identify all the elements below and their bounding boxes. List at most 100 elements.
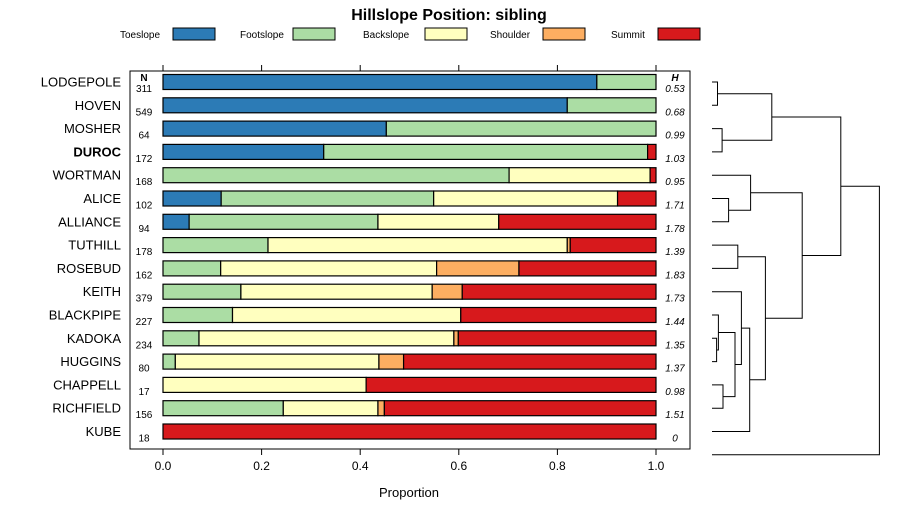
x-tick-label: 0.6	[450, 459, 467, 473]
h-value-alliance: 1.78	[665, 224, 685, 235]
bar-wortman-footslope	[162, 167, 510, 184]
row-label-blackpipe: BLACKPIPE	[49, 308, 122, 323]
row-labels: LODGEPOLE 311 0.53 HOVEN 549 0.68 MOSHER 64 0.99…	[41, 75, 685, 445]
bar-rosebud-summit	[518, 260, 657, 277]
n-value-richfield: 156	[136, 410, 153, 421]
bar-richfield-footslope	[162, 400, 284, 417]
legend-swatch-footslope	[292, 27, 336, 41]
legend-swatch-backslope	[424, 27, 468, 41]
bar-wortman-backslope	[508, 167, 651, 184]
n-value-duroc: 172	[136, 154, 153, 165]
h-value-rosebud: 1.83	[665, 270, 685, 281]
dendrogram-link	[712, 337, 718, 363]
row-label-duroc: DUROC	[73, 144, 121, 159]
x-tick-label: 0.8	[549, 459, 566, 473]
dendrogram-link	[771, 116, 842, 256]
row-label-alice: ALICE	[83, 191, 121, 206]
bar-alice-toeslope	[162, 190, 222, 207]
bar-rosebud-shoulder	[436, 260, 520, 277]
row-label-keith: KEITH	[83, 284, 121, 299]
h-value-kadoka: 1.35	[665, 340, 685, 351]
n-value-blackpipe: 227	[136, 317, 153, 328]
dendrogram-link	[718, 332, 736, 398]
bar-blackpipe-summit	[460, 306, 657, 324]
n-value-rosebud: 162	[136, 270, 153, 281]
h-value-keith: 1.73	[665, 294, 685, 305]
legend-label-shoulder: Shoulder	[490, 30, 531, 41]
n-value-chappell: 17	[138, 387, 150, 398]
legend-label-footslope: Footslope	[240, 30, 284, 41]
bar-hoven-toeslope	[162, 97, 568, 114]
x-tick-label: 0.2	[253, 459, 270, 473]
x-axis: 0.0 0.2 0.4 0.6 0.8 1.0	[155, 65, 665, 473]
bar-kadoka-summit	[457, 330, 657, 347]
x-axis-label: Proportion	[379, 485, 439, 500]
row-label-lodgepole: LODGEPOLE	[41, 75, 122, 90]
bar-mosher-footslope	[385, 120, 657, 137]
row-label-alliance: ALLIANCE	[58, 214, 121, 229]
bar-keith-backslope	[240, 283, 433, 300]
bar-keith-footslope	[162, 283, 242, 300]
bar-duroc-footslope	[323, 143, 649, 160]
h-column-header: H	[671, 73, 679, 84]
bar-tuthill-summit	[569, 237, 657, 254]
n-value-mosher: 64	[138, 131, 150, 142]
legend-swatch-toeslope	[172, 27, 216, 41]
h-value-tuthill: 1.39	[665, 247, 685, 258]
h-value-mosher: 0.99	[665, 131, 685, 142]
x-tick-label: 1.0	[648, 459, 665, 473]
bar-chappell-summit	[365, 376, 657, 393]
bar-duroc-toeslope	[162, 143, 325, 160]
bar-hoven-footslope	[566, 97, 657, 114]
row-label-wortman: WORTMAN	[53, 168, 121, 183]
row-label-mosher: MOSHER	[64, 121, 121, 136]
n-value-alliance: 94	[138, 224, 150, 235]
bar-mosher-toeslope	[162, 120, 387, 137]
dendrogram-link	[712, 327, 751, 432]
bar-kadoka-shoulder	[453, 330, 459, 347]
bar-alliance-backslope	[377, 213, 500, 230]
bar-kadoka-footslope	[162, 330, 200, 347]
h-value-huggins: 1.37	[665, 364, 685, 375]
h-value-chappell: 0.98	[665, 387, 685, 398]
bar-kube-summit	[162, 423, 657, 440]
bar-lodgepole-toeslope	[162, 73, 598, 91]
plot-frame	[129, 70, 691, 450]
bar-wortman-summit	[649, 167, 657, 184]
h-value-lodgepole: 0.53	[665, 84, 685, 95]
bar-alliance-footslope	[188, 213, 379, 230]
dendrogram-link	[712, 185, 880, 456]
bars-group	[162, 73, 657, 440]
legend-swatch-shoulder	[542, 27, 586, 41]
bar-blackpipe-footslope	[162, 306, 234, 324]
dendrogram-link	[717, 93, 773, 141]
n-value-alice: 102	[136, 201, 153, 212]
bar-richfield-backslope	[282, 400, 379, 417]
h-value-wortman: 0.95	[665, 177, 685, 188]
row-label-kube: KUBE	[86, 424, 122, 439]
legend-label-toeslope: Toeslope	[120, 30, 160, 41]
dendrogram-link	[712, 314, 719, 351]
dendrogram-link	[712, 291, 742, 365]
dendrogram-link	[712, 174, 752, 211]
bar-alliance-toeslope	[162, 213, 190, 230]
legend: Toeslope Footslope Backslope Shoulder Summit	[120, 27, 701, 41]
n-value-kadoka: 234	[136, 340, 153, 351]
n-value-tuthill: 178	[136, 247, 153, 258]
row-label-hoven: HOVEN	[75, 98, 121, 113]
bar-alice-footslope	[220, 190, 435, 207]
dendrogram-link	[750, 192, 803, 319]
bar-richfield-shoulder	[377, 400, 385, 417]
row-label-huggins: HUGGINS	[60, 354, 121, 369]
dendrogram-link	[712, 128, 723, 153]
h-value-duroc: 1.03	[665, 154, 685, 165]
x-tick-label: 0.4	[352, 459, 369, 473]
chart-title: Hillslope Position: sibling	[351, 7, 547, 24]
row-label-kadoka: KADOKA	[67, 331, 122, 346]
n-value-hoven: 549	[136, 107, 153, 118]
bar-rosebud-backslope	[220, 260, 438, 277]
row-label-tuthill: TUTHILL	[68, 238, 121, 253]
dendrogram-link	[712, 81, 718, 106]
dendrogram-link	[737, 256, 766, 381]
